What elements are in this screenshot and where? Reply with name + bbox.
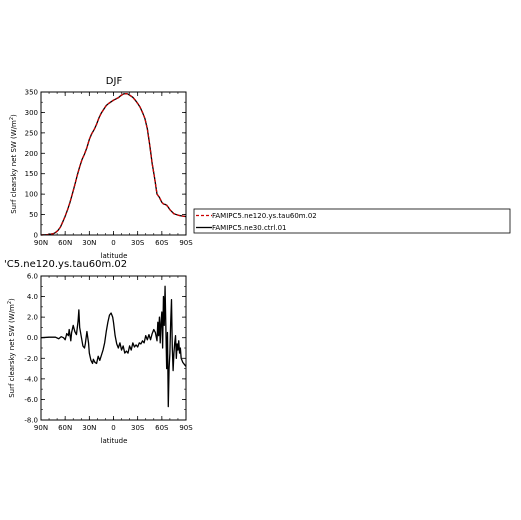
legend: FAMIPC5.ne120.ys.tau60m.02 FAMIPC5.ne30.… (193, 208, 511, 234)
ytick-label: -4.0 (24, 375, 38, 383)
panel-bottom-ylabel-sup: 2 (7, 301, 13, 304)
ytick-label: 2.0 (27, 314, 38, 322)
xtick-label: 90S (179, 239, 193, 247)
panel-bottom: 'C5.ne120.ys.tau60m.02 90N 60N 30N 0 30S 60S 9… (4, 259, 193, 445)
xtick-label: 60N (58, 424, 72, 432)
ytick-label: 150 (25, 170, 38, 178)
panel-top-xlabel: latitude (101, 252, 128, 260)
panel-top-frame (40, 91, 187, 236)
panel-bottom-ylabel-end: ) (8, 298, 16, 301)
xtick-label: 30S (131, 424, 145, 432)
panel-top-title: DJF (106, 76, 123, 87)
ytick-label: 300 (25, 109, 38, 117)
ytick-label: 50 (29, 211, 38, 219)
xtick-label: 60S (155, 424, 169, 432)
legend-entry-2: FAMIPC5.ne30.ctrl.01 (212, 224, 287, 232)
ytick-label: 200 (25, 150, 38, 158)
panel-bottom-plot-area (40, 285, 187, 408)
ytick-label: 4.0 (27, 293, 38, 301)
xtick-label: 30N (82, 239, 96, 247)
xtick-label: 60N (58, 239, 72, 247)
panel-top-ylabel-end: ) (10, 114, 18, 117)
ytick-label: 6.0 (27, 273, 38, 281)
panel-bottom-ticks: 90N 60N 30N 0 30S 60S 90S -8.0 -6.0 -4.0 -2.0 0.0 2.… (24, 273, 193, 433)
panel-bottom-ylabel: Surf clearsky net SW (W/m2) (7, 298, 16, 398)
panel-top-ylabel: Surf clearsky net SW (W/m2) (9, 114, 18, 214)
ytick-label: 100 (25, 191, 38, 199)
ytick-label: 350 (25, 89, 38, 97)
ytick-label: 0.0 (27, 334, 38, 342)
panel-top-plot-area (40, 92, 187, 236)
legend-entry-1: FAMIPC5.ne120.ys.tau60m.02 (212, 212, 317, 220)
xtick-label: 30S (131, 239, 145, 247)
panel-top: DJF 90N 60N 30N 0 30S 60S 90S 0 50 100 150 200 250 30… (9, 76, 193, 260)
legend-box (193, 208, 511, 234)
panel-bottom-xlabel: latitude (101, 437, 128, 445)
ytick-label: 0 (34, 232, 38, 240)
panel-bottom-title: 'C5.ne120.ys.tau60m.02 (4, 259, 127, 270)
panel-top-ylabel-main: Surf clearsky net SW (W/m (10, 120, 18, 214)
panel-bottom-ylabel-main: Surf clearsky net SW (W/m (8, 304, 16, 398)
panel-top-ticks: 90N 60N 30N 0 30S 60S 90S 0 50 100 150 200 250 300 350 (25, 89, 194, 248)
ytick-label: -6.0 (24, 396, 38, 404)
ytick-label: 250 (25, 129, 38, 137)
xtick-label: 60S (155, 239, 169, 247)
xtick-label: 90N (34, 424, 48, 432)
series-line-bottom-0 (40, 285, 187, 408)
xtick-label: 90N (34, 239, 48, 247)
panel-top-ylabel-sup: 2 (9, 117, 15, 120)
series-line-top-0 (40, 92, 187, 236)
xtick-label: 90S (179, 424, 193, 432)
xtick-label: 30N (82, 424, 96, 432)
ytick-label: -2.0 (24, 355, 38, 363)
xtick-label: 0 (111, 424, 115, 432)
xtick-label: 0 (111, 239, 115, 247)
ytick-label: -8.0 (24, 417, 38, 425)
series-line-top-1 (40, 92, 187, 236)
